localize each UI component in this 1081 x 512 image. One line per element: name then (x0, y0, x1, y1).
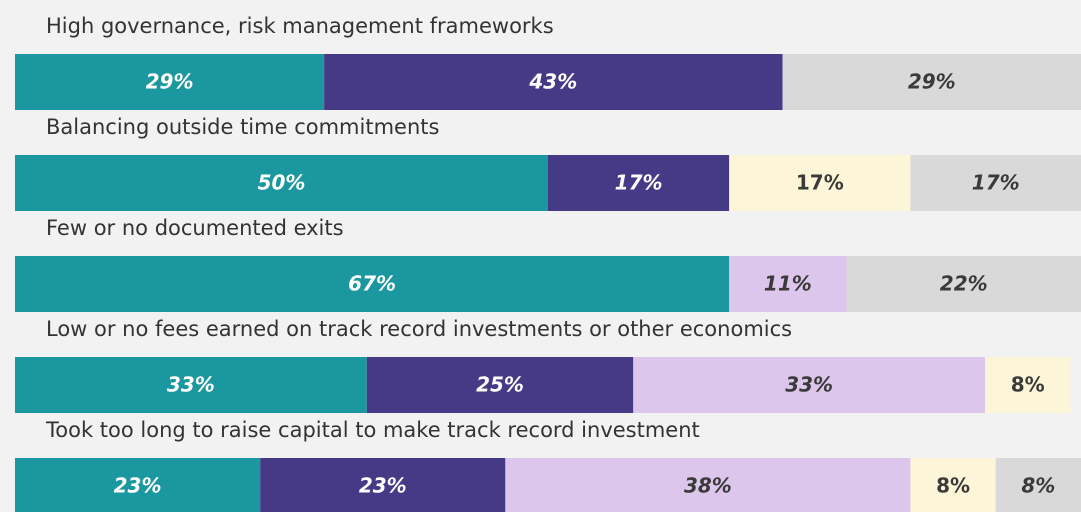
bar-segment (260, 458, 506, 512)
data-label: 67% (348, 272, 396, 296)
data-label: 38% (684, 474, 732, 498)
bar-segment (15, 458, 261, 512)
bar-segment (505, 458, 911, 512)
data-label: 25% (476, 373, 524, 397)
bar-segment (15, 155, 548, 211)
bar-segment (15, 357, 367, 413)
data-label: 22% (940, 272, 988, 296)
data-label: 33% (785, 373, 833, 397)
category-label: Low or no fees earned on track record in… (46, 317, 792, 341)
data-label: 33% (167, 373, 215, 397)
bar-segment (548, 155, 730, 211)
category-label: Took too long to raise capital to make t… (45, 418, 700, 442)
bar-segment (729, 256, 847, 312)
bar-segment (324, 54, 783, 110)
data-label: 8% (936, 474, 970, 498)
bar-segment (985, 357, 1071, 413)
category-label: High governance, risk management framewo… (46, 14, 554, 38)
data-label: 17% (615, 171, 663, 195)
bar-segment (729, 155, 911, 211)
bar-segment (366, 357, 634, 413)
data-label: 8% (1021, 474, 1055, 498)
bar-segment (910, 155, 1081, 211)
data-label: 23% (114, 474, 162, 498)
bar-segment (782, 54, 1081, 110)
data-label: 17% (796, 171, 844, 195)
bar-segment (633, 357, 986, 413)
data-label: 11% (764, 272, 812, 296)
data-label: 29% (146, 70, 194, 94)
bar-segment (846, 256, 1081, 312)
data-label: 23% (359, 474, 407, 498)
bar-segment (15, 54, 325, 110)
category-label: Few or no documented exits (46, 216, 344, 240)
bar-segment (910, 458, 996, 512)
data-label: 17% (972, 171, 1020, 195)
data-label: 43% (528, 70, 577, 94)
data-label: 8% (1011, 373, 1045, 397)
data-label: 50% (258, 171, 306, 195)
category-label: Balancing outside time commitments (46, 115, 439, 139)
data-label: 29% (908, 70, 956, 94)
bar-segment (15, 256, 730, 312)
bar-segment (995, 458, 1081, 512)
